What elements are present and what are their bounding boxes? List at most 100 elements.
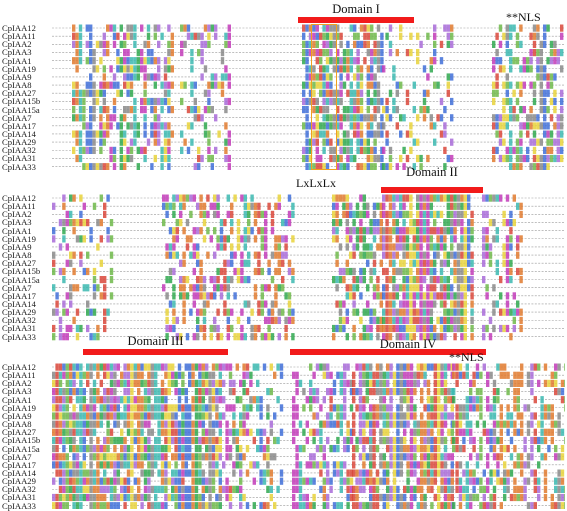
residue-cell <box>362 308 366 316</box>
residue-cell <box>329 81 333 89</box>
residue-cell <box>419 292 423 300</box>
residue-cell <box>406 453 410 461</box>
residue-cell <box>356 73 360 81</box>
residue-cell <box>560 130 564 138</box>
residue-cell <box>396 428 400 436</box>
residue-cell <box>153 114 157 122</box>
residue-cell <box>256 404 260 412</box>
residue-cell <box>499 445 503 453</box>
residue-cell <box>257 227 261 235</box>
residue-cell <box>312 371 316 379</box>
residue-cell <box>488 194 493 202</box>
residue-cell <box>420 412 424 420</box>
residue-cell <box>352 396 356 404</box>
residue-cell <box>433 251 437 259</box>
residue-cell <box>326 502 330 509</box>
residue-cell <box>147 363 151 371</box>
residue-cell <box>207 97 211 106</box>
residue-cell <box>396 363 400 371</box>
residue-cell <box>332 502 337 509</box>
residue-cell <box>543 32 547 40</box>
residue-cell <box>182 259 186 267</box>
residue-cell <box>92 428 97 436</box>
residue-cell <box>543 122 547 130</box>
sequence-name: CpIAA2 <box>2 39 32 50</box>
residue-cell <box>373 146 377 154</box>
residue-cell <box>369 243 373 251</box>
residue-cell <box>422 235 427 243</box>
residue-cell <box>485 194 489 202</box>
residue-cell <box>352 308 356 316</box>
residue-cell <box>443 485 448 493</box>
residue-cell <box>433 81 437 89</box>
residue-cell <box>163 81 168 89</box>
residue-cell <box>479 388 483 396</box>
residue-cell <box>167 49 171 57</box>
residue-cell <box>342 194 346 202</box>
residue-cell <box>537 363 541 371</box>
residue-cell <box>140 396 144 404</box>
residue-cell <box>75 412 80 420</box>
residue-cell <box>412 300 416 308</box>
residue-cell <box>370 114 374 122</box>
residue-cell <box>509 493 514 502</box>
residue-cell <box>243 276 247 284</box>
residue-cell <box>469 493 473 502</box>
residue-cell <box>482 227 486 235</box>
residue-cell <box>96 445 100 453</box>
residue-cell <box>196 202 200 210</box>
residue-cell <box>366 202 370 210</box>
residue-cell <box>460 276 464 284</box>
residue-cell <box>388 333 393 341</box>
residue-cell <box>312 97 316 106</box>
residue-cell <box>208 396 212 404</box>
residue-cell <box>498 65 503 73</box>
residue-cell <box>133 493 137 502</box>
residue-cell <box>225 420 229 428</box>
residue-cell <box>366 73 370 81</box>
residue-cell <box>412 106 416 114</box>
residue-cell <box>469 396 473 404</box>
residue-cell <box>102 89 106 97</box>
residue-cell <box>75 97 79 106</box>
residue-cell <box>86 428 90 436</box>
residue-cell <box>554 502 558 509</box>
residue-cell <box>416 243 420 251</box>
residue-cell <box>392 324 396 333</box>
residue-cell <box>150 485 154 493</box>
residue-cell <box>129 122 134 130</box>
residue-cell <box>150 97 154 106</box>
residue-cell <box>194 469 199 477</box>
residue-cell <box>160 485 165 493</box>
residue-cell <box>346 436 350 445</box>
residue-cell <box>373 49 377 57</box>
residue-cell <box>409 333 413 341</box>
residue-cell <box>236 267 241 276</box>
residue-cell <box>72 97 76 106</box>
residue-cell <box>109 219 114 227</box>
residue-cell <box>433 324 437 333</box>
residue-cell <box>228 493 233 502</box>
residue-cell <box>456 267 461 276</box>
residue-cell <box>443 122 447 130</box>
residue-cell <box>416 57 420 65</box>
residue-cell <box>479 502 483 509</box>
domain-ii-bar <box>381 187 483 193</box>
residue-cell <box>89 388 93 396</box>
residue-cell <box>512 89 516 97</box>
residue-cell <box>112 97 117 106</box>
residue-cell <box>356 122 360 130</box>
residue-cell <box>182 251 186 259</box>
residue-cell <box>65 363 69 371</box>
residue-cell <box>339 97 343 106</box>
residue-cell <box>339 371 343 379</box>
residue-cell <box>136 130 140 138</box>
residue-cell <box>355 436 359 445</box>
residue-cell <box>267 284 271 292</box>
residue-cell <box>245 404 250 412</box>
residue-cell <box>210 154 214 163</box>
residue-cell <box>218 388 222 396</box>
residue-cell <box>547 404 551 412</box>
residue-cell <box>505 49 509 57</box>
residue-cell <box>405 227 410 235</box>
